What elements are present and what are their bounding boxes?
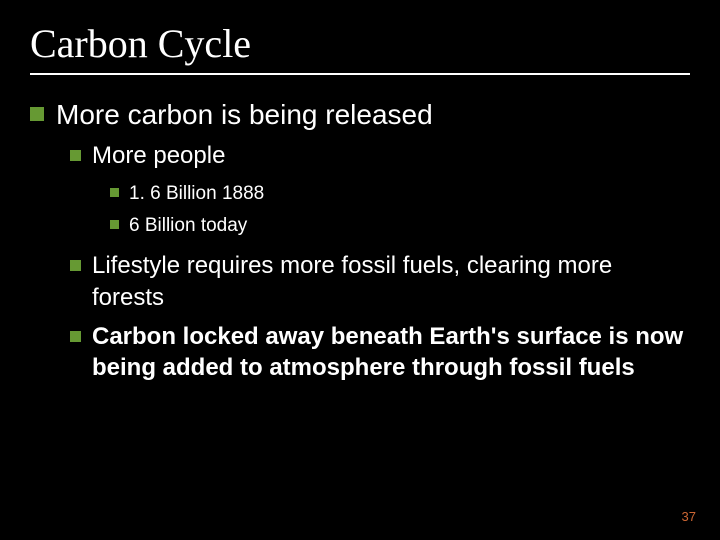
bullet-level1: More carbon is being released xyxy=(30,97,690,132)
square-bullet-icon xyxy=(110,188,119,197)
bullet-text-bold: Carbon locked away beneath Earth's surfa… xyxy=(92,321,690,383)
title-underline xyxy=(30,73,690,75)
bullet-text: More carbon is being released xyxy=(56,97,433,132)
square-bullet-icon xyxy=(70,260,81,271)
bullet-text: 1. 6 Billion 1888 xyxy=(129,181,264,207)
bullet-level3: 1. 6 Billion 1888 xyxy=(110,181,690,207)
bullet-level2: Carbon locked away beneath Earth's surfa… xyxy=(70,321,690,383)
bullet-level2: More people xyxy=(70,140,690,171)
bullet-text: More people xyxy=(92,140,225,171)
bullet-text: 6 Billion today xyxy=(129,213,247,239)
slide-title: Carbon Cycle xyxy=(30,20,690,67)
square-bullet-icon xyxy=(30,107,44,121)
bullet-level2: Lifestyle requires more fossil fuels, cl… xyxy=(70,250,690,312)
bullet-text: Lifestyle requires more fossil fuels, cl… xyxy=(92,250,690,312)
level3-group: 1. 6 Billion 1888 6 Billion today xyxy=(30,181,690,238)
square-bullet-icon xyxy=(70,331,81,342)
bullet-level3: 6 Billion today xyxy=(110,213,690,239)
page-number: 37 xyxy=(682,509,696,524)
square-bullet-icon xyxy=(70,150,81,161)
square-bullet-icon xyxy=(110,220,119,229)
slide-container: Carbon Cycle More carbon is being releas… xyxy=(0,0,720,540)
